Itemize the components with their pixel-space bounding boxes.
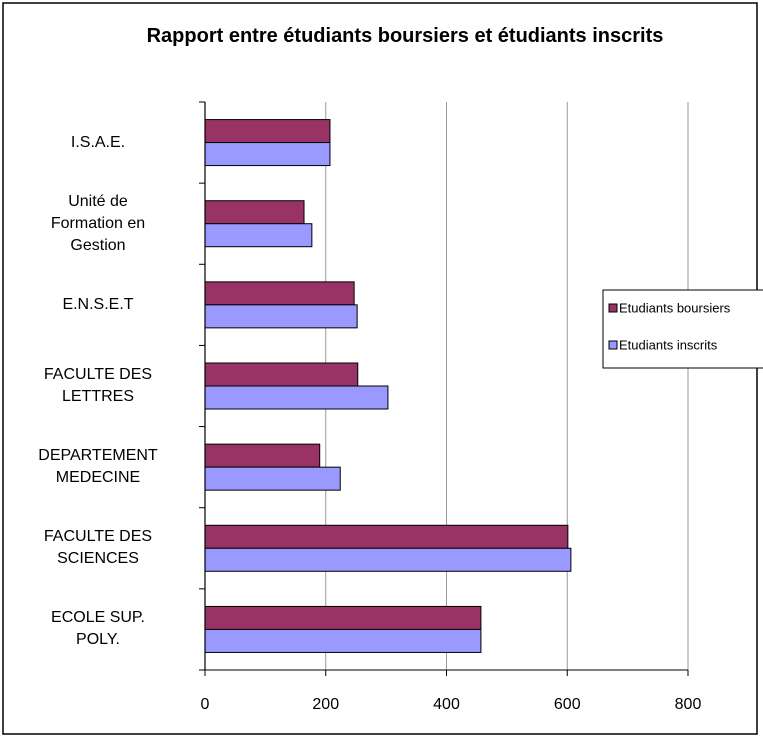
legend-label: Etudiants inscrits — [619, 337, 718, 353]
bar — [204, 385, 389, 410]
y-tick-label: DEPARTEMENT MEDECINE — [38, 447, 158, 487]
y-tick-label: E.N.S.E.T — [62, 295, 134, 313]
bar — [204, 119, 331, 144]
x-tick-label: 400 — [433, 696, 460, 713]
x-tick-label: 200 — [312, 696, 340, 713]
bar — [204, 223, 313, 248]
legend-swatch — [608, 340, 618, 350]
bar — [204, 443, 321, 468]
bar — [204, 304, 358, 329]
x-tick-label: 600 — [553, 696, 581, 713]
y-tick-label: I.S.A.E. — [70, 133, 126, 151]
x-tick-label: 0 — [200, 696, 210, 713]
y-tick-label: Unité de Formation en Gestion — [50, 192, 146, 254]
x-tick-label: 800 — [674, 696, 702, 713]
bar — [204, 628, 482, 653]
bar — [204, 200, 305, 225]
legend-box — [602, 289, 763, 369]
bar — [204, 605, 482, 630]
legend-swatch — [608, 303, 618, 313]
legend-label: Etudiants boursiers — [619, 300, 731, 316]
bar — [204, 547, 572, 572]
bar — [204, 362, 359, 387]
bar — [204, 466, 341, 491]
y-tick-label: FACULTE DES LETTRES — [43, 366, 153, 405]
y-tick-label: FACULTE DES SCIENCES — [43, 528, 153, 568]
bar — [204, 524, 569, 549]
bar — [204, 142, 331, 167]
y-tick-label: ECOLE SUP. POLY. — [51, 609, 145, 649]
bar — [204, 281, 355, 306]
chart-title: Rapport entre étudiants boursiers et étu… — [146, 25, 664, 47]
